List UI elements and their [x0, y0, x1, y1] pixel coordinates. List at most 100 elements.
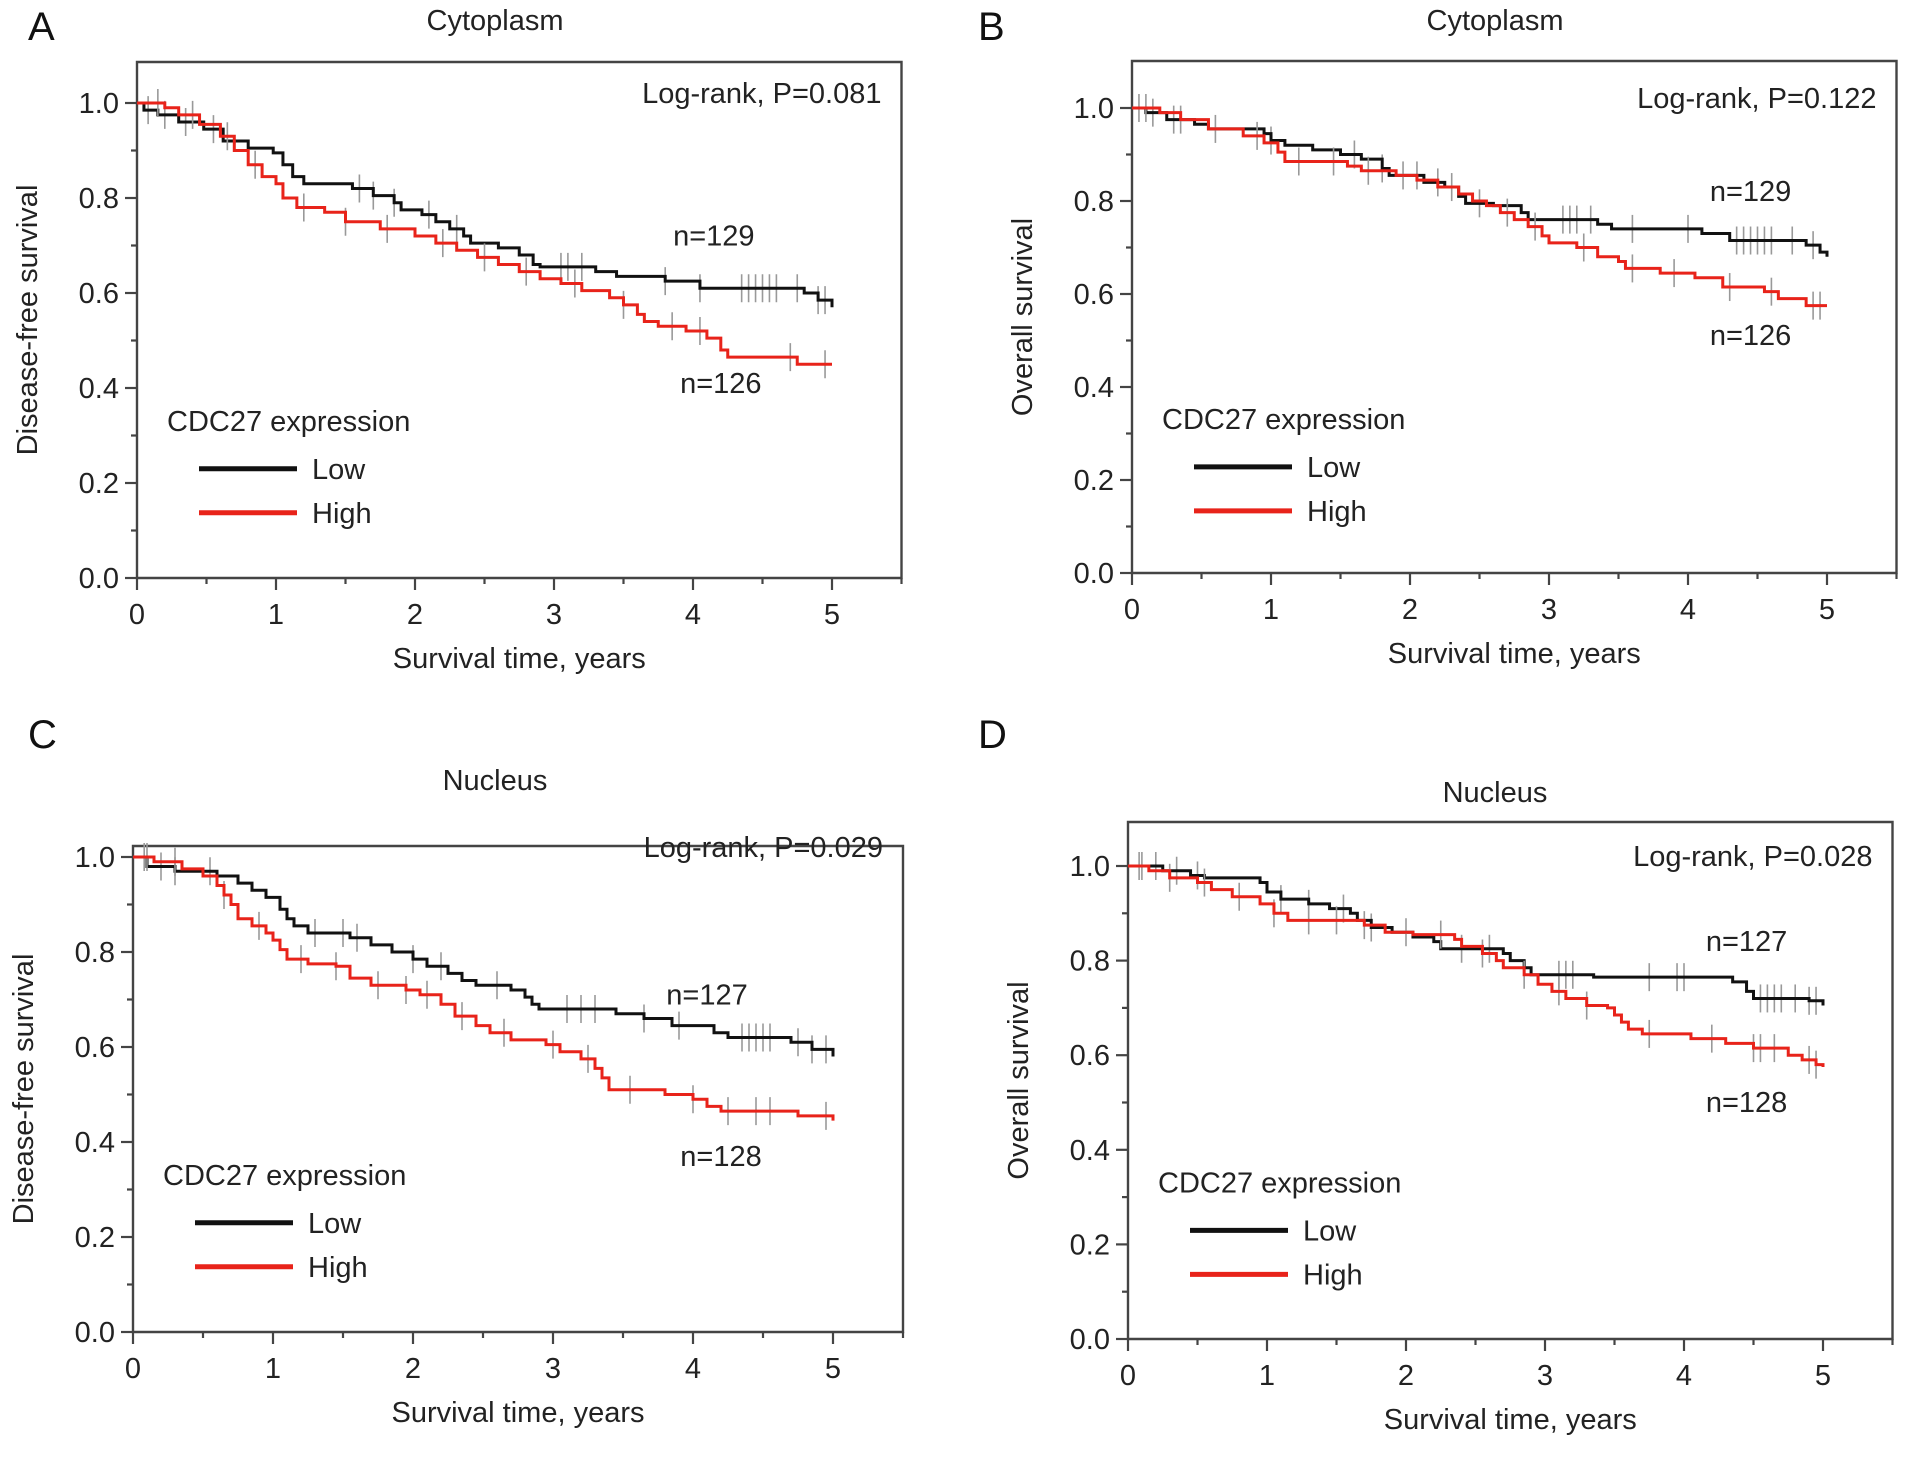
km-curve-low: [133, 855, 835, 1057]
legend: CDC27 expression Low High: [167, 406, 410, 530]
n-label: n=128: [1706, 1087, 1787, 1119]
plot-frame: [1126, 820, 1894, 1341]
x-tick-label: 2: [1402, 594, 1418, 626]
log-rank-annotation: Log-rank, P=0.081: [642, 78, 881, 110]
x-axis-label: Survival time, years: [1388, 638, 1641, 670]
y-tick-label: 1.0: [79, 88, 119, 120]
legend-label-low: Low: [1307, 452, 1361, 484]
y-tick-label: 0.4: [1074, 372, 1114, 404]
km-curve-high: [133, 855, 835, 1121]
x-tick-label: 2: [1398, 1360, 1414, 1392]
panel-a: A Cytoplasm 0.0 0.2 0.4 0.6 0.8 1.0 0 1 2 3 4 5 Surviv…: [12, 5, 903, 675]
y-tick-label: 0.4: [79, 373, 119, 405]
y-tick-label: 0.2: [1070, 1229, 1110, 1261]
series-high: n=128: [1128, 852, 1825, 1119]
x-tick-label: 4: [1676, 1360, 1692, 1392]
n-label: n=129: [673, 221, 754, 253]
legend-title: CDC27 expression: [1162, 404, 1405, 436]
y-tick-label: 0.4: [1070, 1135, 1110, 1167]
panel-title: Cytoplasm: [1427, 5, 1564, 37]
x-tick-label: 2: [407, 599, 423, 631]
x-axis-label: Survival time, years: [393, 643, 646, 675]
km-curve-low: [1132, 106, 1829, 257]
series-high: n=128: [133, 843, 835, 1173]
panel-c: C Nucleus 0.0 0.2 0.4 0.6 0.8 1.0 0 1 2 3 4 5 Survival…: [8, 713, 905, 1429]
x-axis-label: Survival time, years: [1384, 1404, 1637, 1436]
n-label: n=129: [1710, 176, 1791, 208]
x-tick-label: 5: [1815, 1360, 1831, 1392]
series-low: n=127: [1128, 852, 1825, 1015]
legend: CDC27 expression Low High: [1162, 404, 1405, 528]
y-tick-label: 0.0: [79, 563, 119, 595]
panel-letter: D: [978, 713, 1007, 757]
y-tick-label: 1.0: [75, 842, 115, 874]
y-tick-label: 1.0: [1070, 851, 1110, 883]
panel-title: Cytoplasm: [427, 5, 564, 37]
km-curve-high: [1132, 106, 1827, 308]
y-tick-label: 0.8: [1070, 946, 1110, 978]
series-low: n=127: [133, 843, 835, 1064]
x-tick-label: 1: [265, 1353, 281, 1385]
legend: CDC27 expression Low High: [1158, 1167, 1401, 1291]
series-high: n=126: [137, 89, 832, 400]
y-axis-label: Disease-free survival: [12, 185, 44, 456]
panel-b: B Cytoplasm 0.0 0.2 0.4 0.6 0.8 1.0 0 1 2 3 4 5 Surviv…: [978, 5, 1898, 670]
log-rank-annotation: Log-rank, P=0.028: [1633, 841, 1872, 873]
x-tick-label: 4: [685, 599, 701, 631]
series-low: n=129: [137, 96, 834, 315]
n-label: n=127: [1706, 926, 1787, 958]
y-axis-label: Overall survival: [1007, 218, 1039, 416]
x-tick-label: 0: [1124, 594, 1140, 626]
x-tick-label: 0: [125, 1353, 141, 1385]
n-label: n=126: [1710, 320, 1791, 352]
x-axis-label: Survival time, years: [391, 1397, 644, 1429]
n-label: n=127: [666, 979, 747, 1011]
km-curve-high: [1128, 864, 1825, 1068]
legend-title: CDC27 expression: [163, 1160, 406, 1192]
y-tick-label: 0.2: [75, 1222, 115, 1254]
y-tick-label: 0.8: [1074, 186, 1114, 218]
log-rank-annotation: Log-rank, P=0.122: [1637, 83, 1876, 115]
x-tick-label: 1: [1259, 1360, 1275, 1392]
x-tick-label: 3: [545, 1353, 561, 1385]
series-low: n=129: [1132, 94, 1829, 260]
x-tick-label: 4: [1680, 594, 1696, 626]
panel-d: D Nucleus 0.0 0.2 0.4 0.6 0.8 1.0 0 1 2 3 4 5 Survival…: [978, 713, 1894, 1436]
panel-letter: A: [28, 5, 55, 49]
y-tick-label: 0.4: [75, 1127, 115, 1159]
x-tick-label: 4: [685, 1353, 701, 1385]
panel-letter: C: [28, 713, 57, 757]
y-tick-label: 0.0: [75, 1317, 115, 1349]
legend-label-high: High: [1307, 496, 1367, 528]
plot-frame: [1130, 59, 1898, 575]
legend: CDC27 expression Low High: [163, 1160, 406, 1284]
panel-title: Nucleus: [443, 765, 548, 797]
panel-title: Nucleus: [1443, 777, 1548, 809]
x-tick-label: 3: [546, 599, 562, 631]
y-axis-label: Disease-free survival: [8, 954, 40, 1225]
x-tick-label: 0: [129, 599, 145, 631]
y-tick-label: 0.6: [79, 278, 119, 310]
legend-label-high: High: [308, 1252, 368, 1284]
y-tick-label: 0.8: [75, 937, 115, 969]
y-tick-label: 0.6: [1070, 1040, 1110, 1072]
x-tick-label: 3: [1537, 1360, 1553, 1392]
log-rank-annotation: Log-rank, P=0.029: [644, 832, 883, 864]
y-tick-label: 1.0: [1074, 93, 1114, 125]
x-tick-label: 5: [1819, 594, 1835, 626]
x-tick-label: 5: [824, 599, 840, 631]
y-tick-label: 0.0: [1070, 1324, 1110, 1356]
plot-frame: [135, 60, 903, 580]
x-tick-label: 1: [1263, 594, 1279, 626]
y-tick-label: 0.6: [1074, 279, 1114, 311]
panel-letter: B: [978, 5, 1005, 49]
legend-label-high: High: [312, 498, 372, 530]
legend-label-high: High: [1303, 1259, 1363, 1291]
y-tick-label: 0.0: [1074, 558, 1114, 590]
x-tick-label: 5: [825, 1353, 841, 1385]
legend-title: CDC27 expression: [167, 406, 410, 438]
legend-label-low: Low: [308, 1208, 362, 1240]
y-tick-label: 0.2: [79, 468, 119, 500]
x-tick-label: 2: [405, 1353, 421, 1385]
x-tick-label: 3: [1541, 594, 1557, 626]
